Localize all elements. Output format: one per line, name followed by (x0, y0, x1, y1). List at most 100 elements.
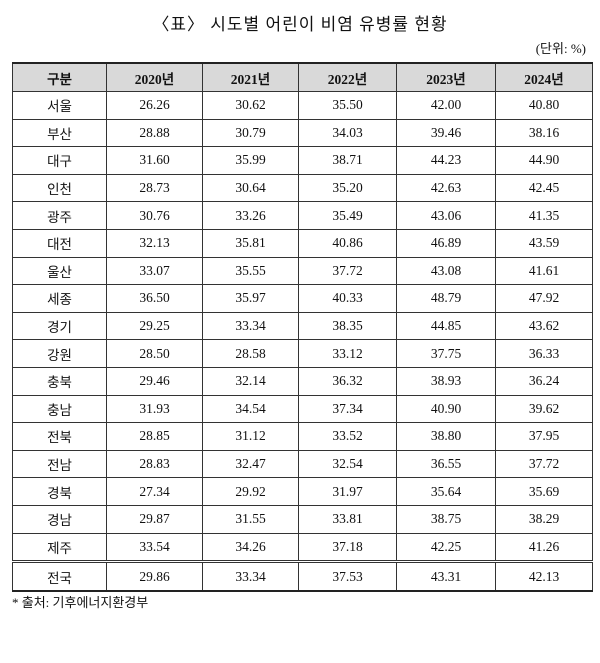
cell: 38.29 (495, 504, 593, 534)
cell: 42.00 (396, 91, 496, 120)
cell: 2024년 (495, 62, 593, 92)
cell: 33.26 (202, 201, 299, 230)
table-row: 경북 27.34 29.92 31.97 35.64 35.69 (12, 477, 593, 506)
cell: 42.45 (495, 173, 593, 203)
cell: 43.59 (495, 228, 593, 258)
cell: 29.46 (106, 366, 203, 396)
cell: 36.33 (495, 339, 593, 368)
cell: 35.97 (202, 284, 299, 313)
cell: 43.31 (396, 560, 496, 593)
cell: 31.60 (106, 146, 203, 175)
cell: 35.69 (495, 477, 593, 506)
cell: 37.72 (298, 256, 397, 286)
cell: 33.81 (298, 504, 397, 534)
cell: 35.99 (202, 146, 299, 175)
table-row: 경기 29.25 33.34 38.35 44.85 43.62 (12, 311, 593, 341)
table-row: 강원 28.50 28.58 33.12 37.75 36.33 (12, 339, 593, 368)
row-label: 경기 (12, 311, 107, 341)
cell: 38.93 (396, 366, 496, 396)
cell: 32.47 (202, 449, 299, 479)
row-label: 울산 (12, 256, 107, 286)
row-label: 전국 (12, 560, 107, 593)
row-label: 강원 (12, 339, 107, 368)
cell: 38.71 (298, 146, 397, 175)
cell: 33.34 (202, 560, 299, 593)
row-label: 인천 (12, 173, 107, 203)
cell: 32.54 (298, 449, 397, 479)
row-label: 경북 (12, 477, 107, 506)
row-label: 대전 (12, 228, 107, 258)
cell: 38.35 (298, 311, 397, 341)
cell: 36.55 (396, 449, 496, 479)
cell: 40.90 (396, 394, 496, 424)
cell: 35.55 (202, 256, 299, 286)
cell: 28.83 (106, 449, 203, 479)
row-label: 전북 (12, 422, 107, 451)
cell: 35.20 (298, 173, 397, 203)
cell: 30.79 (202, 118, 299, 148)
cell: 44.85 (396, 311, 496, 341)
row-label: 부산 (12, 118, 107, 148)
cell: 29.25 (106, 311, 203, 341)
cell: 43.62 (495, 311, 593, 341)
cell: 26.26 (106, 91, 203, 120)
row-label: 전남 (12, 449, 107, 479)
table-row: 대전 32.13 35.81 40.86 46.89 43.59 (12, 228, 593, 258)
cell: 29.87 (106, 504, 203, 534)
table-row: 서울 26.26 30.62 35.50 42.00 40.80 (12, 91, 593, 120)
cell: 44.23 (396, 146, 496, 175)
table-row: 충남 31.93 34.54 37.34 40.90 39.62 (12, 394, 593, 424)
cell: 37.53 (298, 560, 397, 593)
row-label: 서울 (12, 91, 107, 120)
cell: 35.50 (298, 91, 397, 120)
cell: 37.18 (298, 532, 397, 563)
cell: 43.06 (396, 201, 496, 230)
cell: 44.90 (495, 146, 593, 175)
cell: 33.52 (298, 422, 397, 451)
total-row: 전국 29.86 33.34 37.53 43.31 42.13 (12, 560, 593, 593)
cell: 41.61 (495, 256, 593, 286)
cell: 37.95 (495, 422, 593, 451)
cell: 31.97 (298, 477, 397, 506)
row-label: 대구 (12, 146, 107, 175)
cell: 40.86 (298, 228, 397, 258)
table-row: 제주 33.54 34.26 37.18 42.25 41.26 (12, 532, 593, 563)
row-label: 충남 (12, 394, 107, 424)
table-row: 경남 29.87 31.55 33.81 38.75 38.29 (12, 504, 593, 534)
row-label: 제주 (12, 532, 107, 563)
cell: 36.24 (495, 366, 593, 396)
cell: 38.16 (495, 118, 593, 148)
cell: 37.72 (495, 449, 593, 479)
cell: 42.25 (396, 532, 496, 563)
cell: 37.34 (298, 394, 397, 424)
cell: 47.92 (495, 284, 593, 313)
table-row: 울산 33.07 35.55 37.72 43.08 41.61 (12, 256, 593, 286)
cell: 36.32 (298, 366, 397, 396)
cell: 35.64 (396, 477, 496, 506)
table-row: 전남 28.83 32.47 32.54 36.55 37.72 (12, 449, 593, 479)
cell: 42.63 (396, 173, 496, 203)
cell: 31.55 (202, 504, 299, 534)
cell: 35.81 (202, 228, 299, 258)
cell: 37.75 (396, 339, 496, 368)
cell: 31.93 (106, 394, 203, 424)
table-row: 충북 29.46 32.14 36.32 38.93 36.24 (12, 366, 593, 396)
cell: 2020년 (106, 62, 203, 92)
row-label: 경남 (12, 504, 107, 534)
row-label: 세종 (12, 284, 107, 313)
cell: 34.54 (202, 394, 299, 424)
row-label: 충북 (12, 366, 107, 396)
table-row: 광주 30.76 33.26 35.49 43.06 41.35 (12, 201, 593, 230)
cell: 28.85 (106, 422, 203, 451)
cell: 32.14 (202, 366, 299, 396)
cell: 39.62 (495, 394, 593, 424)
cell: 30.62 (202, 91, 299, 120)
header-row: 구분 2020년 2021년 2022년 2023년 2024년 (12, 62, 593, 92)
cell: 30.64 (202, 173, 299, 203)
cell: 33.34 (202, 311, 299, 341)
cell: 39.46 (396, 118, 496, 148)
cell: 30.76 (106, 201, 203, 230)
cell: 46.89 (396, 228, 496, 258)
cell: 2021년 (202, 62, 299, 92)
